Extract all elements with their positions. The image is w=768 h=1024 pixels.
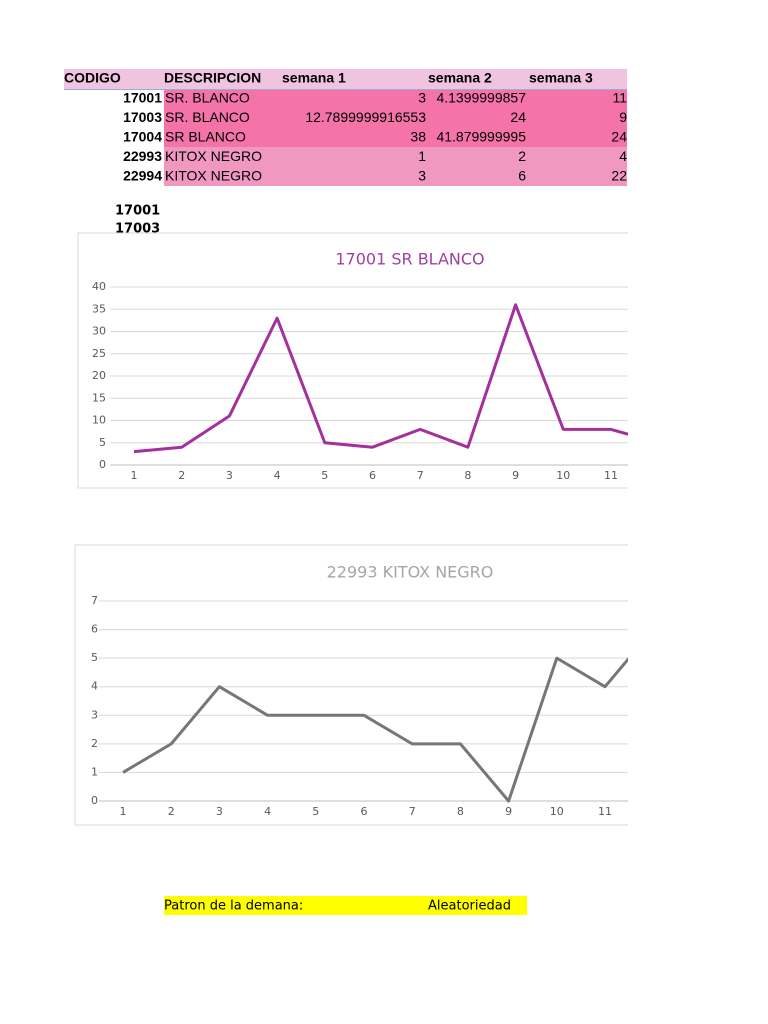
y-tick-label: 30 <box>92 325 106 338</box>
table-cell: 4 <box>619 148 627 164</box>
header-cell: DESCRIPCION <box>164 70 261 86</box>
x-tick-label: 11 <box>598 805 612 818</box>
table-cell: 22 <box>611 167 627 183</box>
table-cell: 2 <box>518 148 526 164</box>
table-cell: 22993 <box>123 148 162 164</box>
chart: 22993 KITOX NEGRO 0 1 2 3 4 5 6 7 1 2 3 4 5 6 7 8 9 10 11 <box>74 544 628 826</box>
table-cell: 38 <box>410 129 426 145</box>
chart-frame <box>74 544 628 826</box>
table-cell: 4.1399999857 <box>436 90 526 106</box>
x-tick-label: 10 <box>556 469 570 482</box>
x-tick-label: 4 <box>264 805 271 818</box>
footer-bg <box>164 896 527 915</box>
y-tick-label: 25 <box>92 347 106 360</box>
footer-value: Aleatoriedad <box>428 899 511 914</box>
table-cell: 9 <box>619 109 627 125</box>
chart-title: 22993 KITOX NEGRO <box>327 563 494 582</box>
table-cell: SR. BLANCO <box>165 109 250 125</box>
table-cell: 17001 <box>123 90 162 106</box>
y-tick-label: 1 <box>91 765 98 778</box>
chart-title: 17001 SR BLANCO <box>335 250 484 269</box>
table-cell: SR BLANCO <box>165 129 246 145</box>
footer-label: Patron de la demana: <box>164 899 303 914</box>
x-tick-label: 11 <box>604 469 618 482</box>
x-tick-label: 9 <box>512 469 519 482</box>
table-cell: 22994 <box>123 167 162 183</box>
code-note: 17001 <box>115 204 160 219</box>
y-tick-label: 5 <box>91 651 98 664</box>
table-cell: 6 <box>518 167 526 183</box>
header-cell: semana 2 <box>428 70 492 86</box>
header-cell: semana 3 <box>529 70 593 86</box>
header-cell: semana 1 <box>282 70 346 86</box>
table-cell: 24 <box>611 129 627 145</box>
y-tick-label: 5 <box>99 436 106 449</box>
table-cell: KITOX NEGRO <box>165 167 262 183</box>
header-cell: CODIGO <box>64 70 121 86</box>
y-tick-label: 7 <box>91 594 98 607</box>
x-tick-label: 2 <box>178 469 185 482</box>
x-tick-label: 8 <box>457 805 464 818</box>
table-cell: 1 <box>418 148 426 164</box>
row-bg <box>164 147 627 186</box>
table-cell: 3 <box>418 167 426 183</box>
y-tick-label: 0 <box>91 794 98 807</box>
y-tick-label: 6 <box>91 623 98 636</box>
y-tick-label: 10 <box>92 414 106 427</box>
table-cell: 11 <box>612 90 627 106</box>
y-tick-label: 4 <box>91 680 98 693</box>
table-cell: KITOX NEGRO <box>165 148 262 164</box>
y-tick-label: 3 <box>91 708 98 721</box>
table-cell: 17003 <box>123 109 162 125</box>
x-tick-label: 5 <box>321 469 328 482</box>
y-tick-label: 15 <box>92 391 106 404</box>
x-tick-label: 4 <box>274 469 281 482</box>
table-cell: 17004 <box>123 129 162 145</box>
x-tick-label: 3 <box>216 805 223 818</box>
table-cell: SR. BLANCO <box>165 90 250 106</box>
data-line <box>133 303 628 454</box>
x-tick-label: 10 <box>550 805 564 818</box>
y-tick-label: 2 <box>91 737 98 750</box>
y-tick-label: 35 <box>92 302 106 315</box>
table-cell: 12.7899999916553 <box>305 109 426 125</box>
x-tick-label: 6 <box>369 469 376 482</box>
data-line <box>122 656 628 803</box>
table-cell: 41.879999995 <box>436 129 526 145</box>
x-tick-label: 8 <box>464 469 471 482</box>
chart: 17001 SR BLANCO 0 5 10 15 20 25 30 35 40 1 2 3 4 5 6 7 8 9… <box>77 232 628 489</box>
table-cell: 24 <box>510 109 526 125</box>
row-bg <box>164 90 627 147</box>
table-cell: 3 <box>418 90 426 106</box>
x-tick-label: 3 <box>226 469 233 482</box>
header-bg <box>64 69 627 89</box>
x-tick-label: 5 <box>312 805 319 818</box>
x-tick-label: 2 <box>168 805 175 818</box>
y-tick-label: 0 <box>99 458 106 471</box>
y-tick-label: 40 <box>92 280 106 293</box>
x-tick-label: 6 <box>361 805 368 818</box>
x-tick-label: 1 <box>120 805 127 818</box>
x-tick-label: 1 <box>131 469 138 482</box>
x-tick-label: 9 <box>505 805 512 818</box>
x-tick-label: 7 <box>417 469 424 482</box>
x-tick-label: 7 <box>409 805 416 818</box>
y-tick-label: 20 <box>92 369 106 382</box>
